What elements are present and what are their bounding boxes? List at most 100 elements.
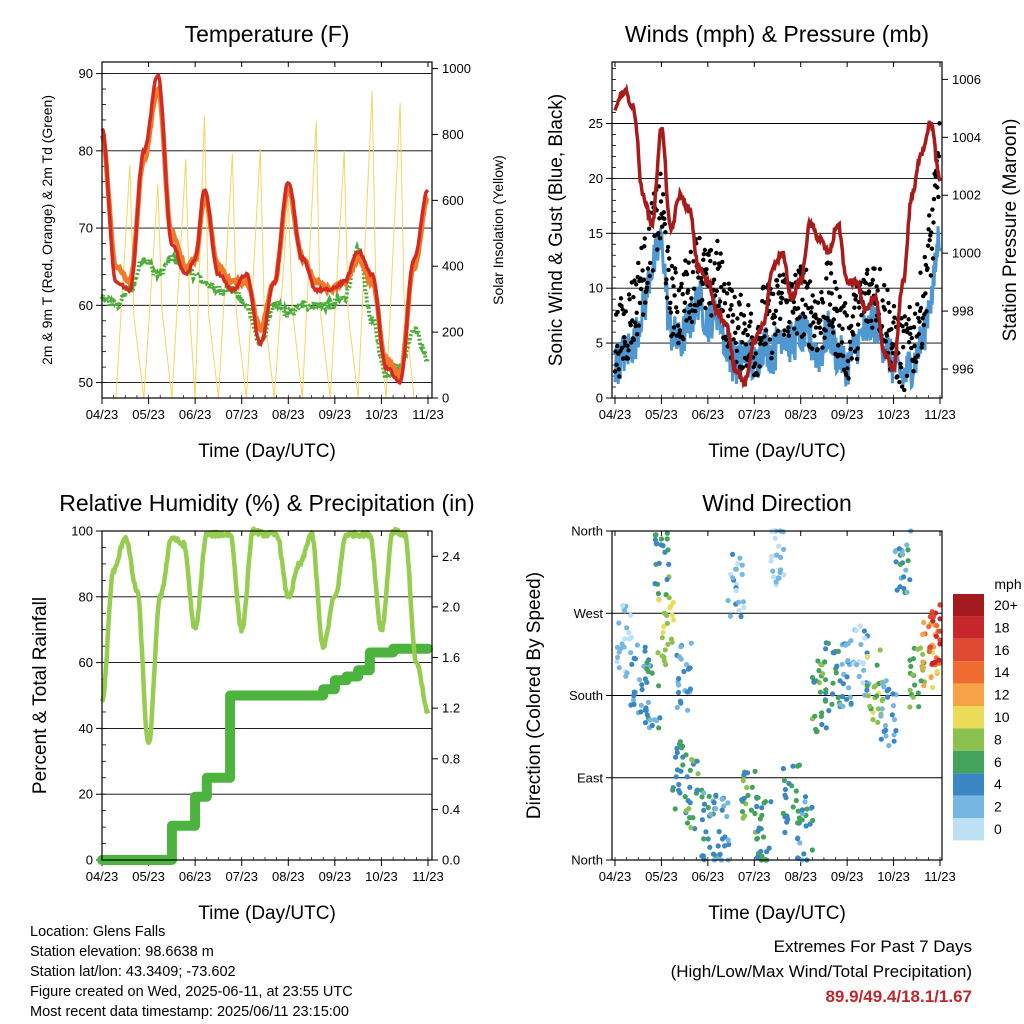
direction-point: [667, 605, 672, 610]
gust-point: [929, 230, 933, 234]
gust-point: [720, 260, 724, 264]
direction-point: [875, 720, 880, 725]
direction-point: [862, 636, 867, 641]
temperature-xtick-label: 06/23: [179, 407, 212, 422]
gust-point: [848, 347, 852, 351]
gust-point: [808, 279, 812, 283]
direction-point: [660, 653, 665, 658]
direction-point: [908, 664, 913, 669]
direction-xtick-label: 10/23: [877, 869, 910, 884]
legend-swatch: [953, 594, 984, 616]
direction-point: [804, 806, 809, 811]
direction-point: [687, 785, 692, 790]
gust-point: [648, 274, 652, 278]
temperature-xlabel: Time (Day/UTC): [198, 441, 336, 462]
gust-point: [838, 295, 842, 299]
direction-point: [712, 800, 717, 805]
winds-rtick-label: 998: [952, 304, 974, 319]
direction-point: [622, 608, 627, 613]
direction-point: [635, 643, 640, 648]
gust-point: [917, 320, 921, 324]
winds-xtick-label: 09/23: [831, 407, 864, 422]
winds-xtick-label: 05/23: [645, 407, 678, 422]
direction-point: [656, 725, 661, 730]
gust-point: [836, 343, 840, 347]
direction-point: [734, 567, 739, 572]
direction-point: [819, 710, 824, 715]
gust-point: [674, 305, 678, 309]
winds-rtick-label: 1006: [952, 72, 981, 87]
humidity-xtick-label: 11/23: [412, 869, 444, 884]
gust-point: [840, 340, 844, 344]
gust-point: [902, 388, 906, 392]
temperature-title: Temperature (F): [185, 21, 350, 47]
gust-point: [624, 309, 628, 313]
gust-point: [768, 337, 772, 341]
gust-point: [840, 327, 844, 331]
direction-point: [665, 577, 670, 582]
legend-swatch: [953, 751, 984, 773]
direction-point: [628, 650, 633, 655]
gust-point: [854, 294, 858, 298]
direction-point: [615, 655, 620, 660]
direction-point: [906, 558, 911, 563]
direction-point: [667, 595, 672, 600]
gust-point: [916, 353, 920, 357]
gust-point: [928, 238, 932, 242]
gust-point: [856, 322, 860, 326]
gust-point: [700, 298, 704, 302]
direction-point: [782, 778, 787, 783]
winds-ytick-label: 15: [589, 226, 603, 241]
direction-point: [700, 817, 705, 822]
direction-point: [921, 665, 926, 670]
direction-point: [650, 723, 655, 728]
direction-point: [638, 709, 643, 714]
gust-point: [724, 337, 728, 341]
gust-point: [769, 356, 773, 360]
gust-point: [916, 316, 920, 320]
direction-point: [804, 823, 809, 828]
direction-point: [645, 712, 650, 717]
gust-point: [910, 336, 914, 340]
temperature-xtick-label: 09/23: [319, 407, 352, 422]
direction-point: [803, 794, 808, 799]
gust-point: [709, 248, 713, 252]
gust-point: [635, 332, 639, 336]
gust-point: [803, 315, 807, 319]
temperature-ylabel-left: 2m & 9m T (Red, Orange) & 2m Td (Green): [39, 95, 55, 365]
recent-timestamp: Most recent data timestamp: 2025/06/11 2…: [30, 1002, 353, 1022]
humidity-rtick-label: 0.4: [442, 802, 460, 817]
gust-point: [811, 293, 815, 297]
direction-point: [640, 687, 645, 692]
direction-point: [781, 766, 786, 771]
gust-point: [645, 286, 649, 290]
direction-point: [861, 660, 866, 665]
gust-point: [713, 261, 717, 265]
direction-point: [921, 620, 926, 625]
gust-point: [640, 268, 644, 272]
gust-point: [846, 359, 850, 363]
temperature-rtick-label: 400: [442, 259, 464, 274]
direction-point: [677, 654, 682, 659]
direction-point: [745, 770, 750, 775]
gust-point: [686, 288, 690, 292]
gust-point: [773, 332, 777, 336]
direction-point: [717, 829, 722, 834]
direction-point: [826, 641, 831, 646]
direction-point: [781, 811, 786, 816]
gust-point: [674, 270, 678, 274]
direction-point: [680, 755, 685, 760]
temperature-xtick-label: 10/23: [365, 407, 398, 422]
direction-point: [790, 764, 795, 769]
winds-panel: Winds (mph) & Pressure (mb)0510152025996…: [546, 21, 1021, 462]
humidity-rtick-label: 1.6: [442, 650, 460, 665]
gust-point: [669, 310, 673, 314]
humidity-rtick-label: 2.4: [442, 549, 460, 564]
direction-point: [763, 799, 768, 804]
direction-point: [736, 600, 741, 605]
gust-point: [757, 364, 761, 368]
direction-point: [741, 599, 746, 604]
gust-point: [658, 236, 662, 240]
direction-point: [623, 674, 628, 679]
direction-point: [802, 799, 807, 804]
